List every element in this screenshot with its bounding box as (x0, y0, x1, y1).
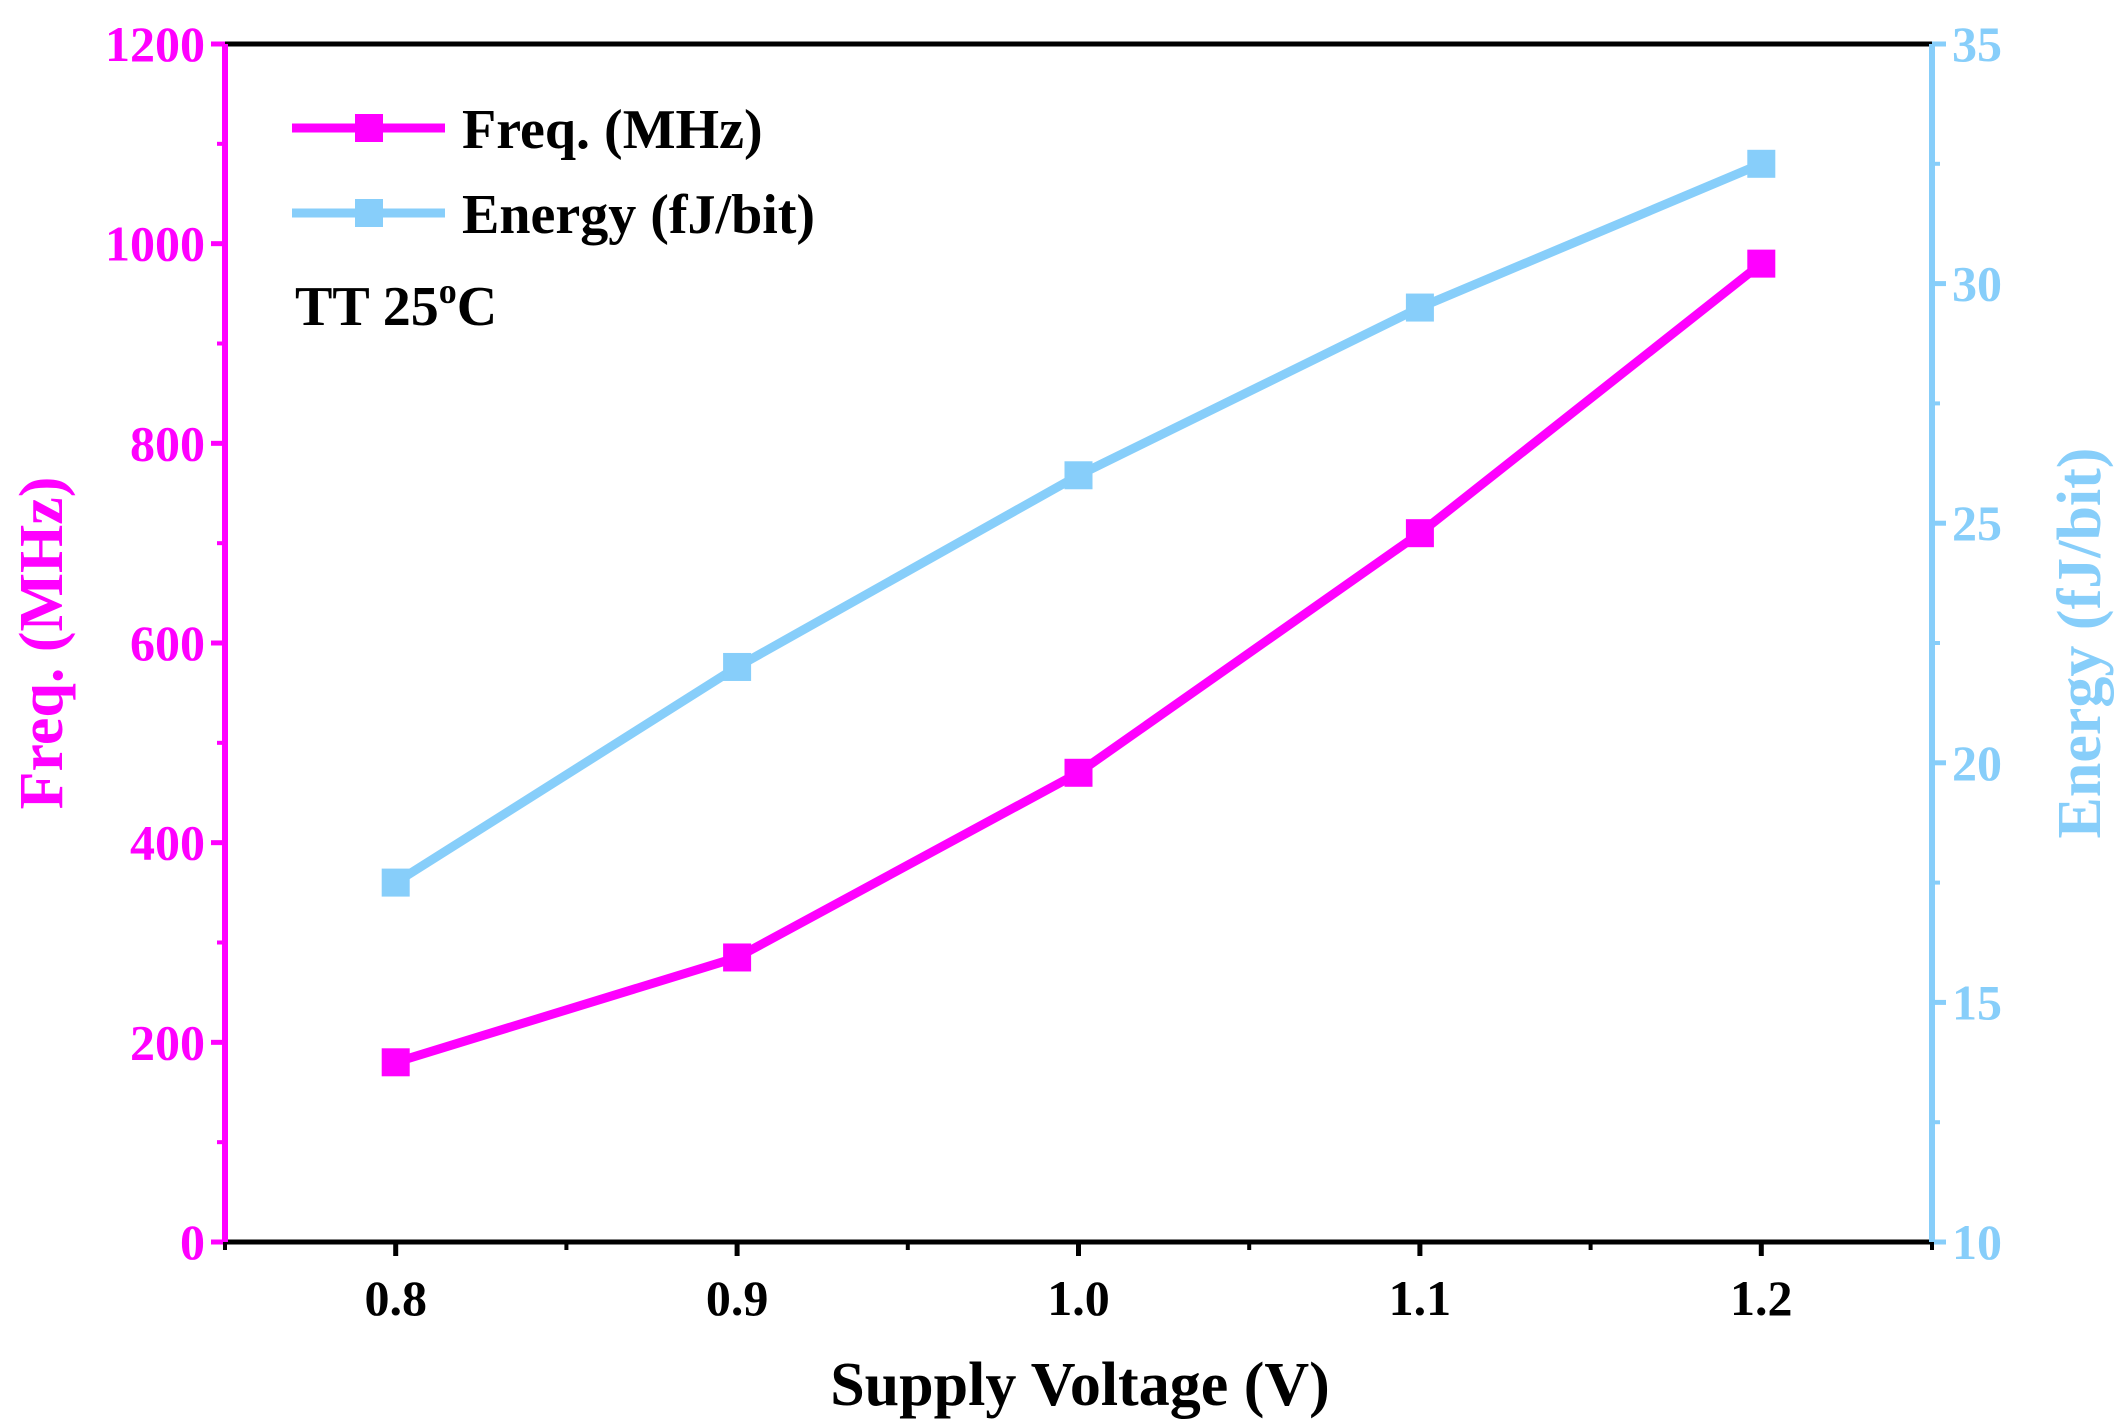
data-point-freq (1747, 249, 1776, 278)
right-y-tick-label: 30 (1952, 256, 2002, 312)
legend-label-energy: Energy (fJ/bit) (462, 184, 815, 246)
condition-annotation: TT 25oC (295, 271, 497, 338)
right-y-tick-label: 15 (1952, 974, 2002, 1030)
data-point-energy (381, 868, 410, 897)
left-y-tick-label: 600 (130, 615, 205, 671)
right-y-tick-label: 20 (1952, 735, 2002, 791)
left-y-axis-title: Freq. (MHz) (8, 477, 76, 810)
condition-suffix: C (457, 276, 497, 338)
x-tick-label: 1.1 (1389, 1270, 1452, 1326)
legend-label-freq: Freq. (MHz) (462, 99, 763, 161)
x-tick-label: 0.9 (706, 1270, 769, 1326)
x-axis-title: Supply Voltage (V) (830, 1351, 1330, 1419)
data-point-energy (1064, 461, 1093, 490)
condition-text: TT 25 (295, 276, 439, 338)
legend-marker-freq (355, 114, 383, 142)
left-y-tick-label: 1000 (105, 216, 205, 272)
series-line-freq (394, 260, 1765, 1067)
condition-superscript: o (439, 271, 457, 311)
legend-marker-energy (355, 199, 383, 227)
x-tick-label: 0.8 (364, 1270, 427, 1326)
left-y-tick-label: 800 (130, 415, 205, 471)
left-y-tick-label: 1200 (105, 16, 205, 72)
left-y-tick-label: 400 (130, 815, 205, 871)
data-point-freq (381, 1048, 410, 1077)
legend: Freq. (MHz) Energy (fJ/bit) (292, 99, 815, 246)
x-tick-label: 1.0 (1047, 1270, 1110, 1326)
series-layer (381, 149, 1776, 1077)
data-point-energy (723, 652, 752, 681)
left-y-tick-label: 200 (130, 1014, 205, 1070)
data-point-energy (1405, 293, 1434, 322)
data-point-energy (1747, 149, 1776, 178)
right-y-axis-title: Energy (fJ/bit) (2046, 448, 2114, 839)
left-y-tick-label: 0 (180, 1214, 205, 1270)
ticks-layer: 0 200 400 600 800 1000 1200 10 15 20 25 30 35 0.8 0.9 1… (105, 16, 2002, 1326)
right-y-tick-label: 10 (1952, 1214, 2002, 1270)
x-tick-label: 1.2 (1730, 1270, 1793, 1326)
data-point-freq (723, 943, 752, 972)
right-y-tick-label: 35 (1952, 16, 2002, 72)
right-y-tick-label: 25 (1952, 495, 2002, 551)
data-point-freq (1064, 758, 1093, 787)
data-point-freq (1405, 519, 1434, 548)
